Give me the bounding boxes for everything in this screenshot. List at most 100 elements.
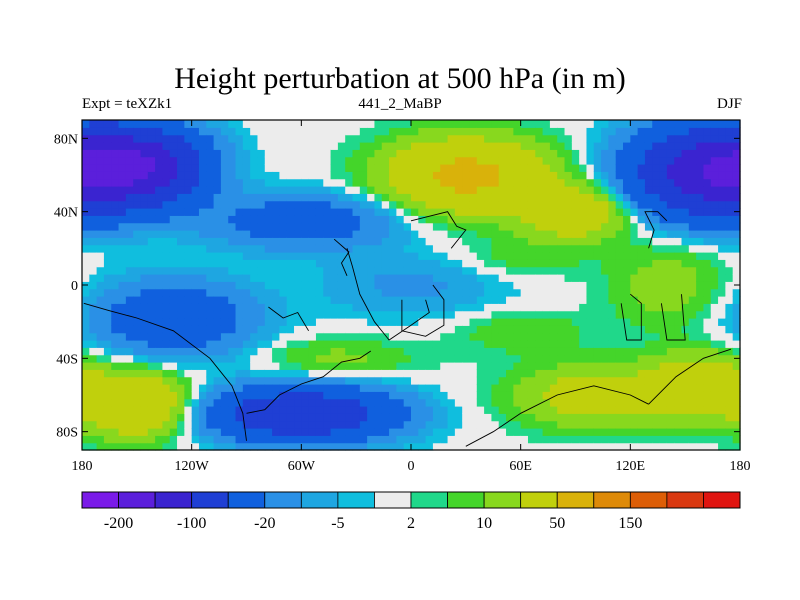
heatmap-cell [527, 193, 536, 202]
heatmap-cell [666, 149, 675, 158]
heatmap-cell [133, 222, 142, 231]
heatmap-cell [257, 149, 266, 158]
heatmap-cell [264, 230, 273, 238]
heatmap-cell [630, 340, 639, 348]
heatmap-cell [198, 149, 207, 158]
heatmap-cell [323, 252, 332, 260]
heatmap-cell [89, 435, 98, 444]
heatmap-cell [623, 149, 631, 158]
heatmap-cell [279, 244, 288, 253]
heatmap-cell [220, 178, 229, 187]
heatmap-cell [381, 171, 390, 180]
heatmap-cell [169, 354, 178, 363]
heatmap-cell [177, 230, 185, 238]
heatmap-cell [403, 340, 412, 348]
heatmap-cell [162, 347, 171, 356]
heatmap-cell [184, 208, 193, 216]
heatmap-cell [323, 406, 332, 414]
heatmap-cell [454, 420, 463, 429]
heatmap-cell [359, 354, 368, 363]
heatmap-cell [630, 237, 639, 246]
heatmap-cell [688, 193, 697, 202]
heatmap-cell [235, 435, 244, 444]
heatmap-cell [608, 266, 617, 275]
heatmap-cell [520, 266, 529, 275]
heatmap-cell [337, 134, 346, 143]
heatmap-cell [564, 252, 573, 260]
heatmap-cell [103, 428, 112, 436]
heatmap-cell [564, 200, 573, 209]
heatmap-cell [147, 310, 156, 319]
heatmap-cell [688, 428, 697, 436]
heatmap-cell [637, 178, 646, 187]
heatmap-cell [389, 259, 397, 268]
heatmap-cell [250, 296, 259, 304]
heatmap-cell [374, 318, 383, 326]
heatmap-cell [535, 384, 544, 392]
heatmap-cell [469, 237, 478, 246]
heatmap-cell [191, 288, 200, 297]
heatmap-cell [140, 376, 149, 385]
heatmap-cell [601, 325, 609, 334]
heatmap-cell [323, 318, 332, 326]
heatmap-cell [527, 296, 536, 304]
heatmap-cell [89, 259, 98, 268]
heatmap-cell [220, 296, 229, 304]
heatmap-cell [535, 318, 544, 326]
heatmap-cell [162, 376, 171, 385]
heatmap-cell [520, 230, 529, 238]
heatmap-cell [257, 208, 266, 216]
heatmap-cell [652, 354, 661, 363]
heatmap-cell [330, 127, 339, 136]
heatmap-cell [703, 142, 712, 150]
heatmap-cell [315, 428, 324, 436]
heatmap-cell [725, 310, 734, 319]
heatmap-cell [294, 391, 302, 400]
heatmap-cell [725, 325, 734, 334]
heatmap-cell [615, 347, 624, 356]
heatmap-cell [527, 435, 536, 444]
heatmap-cell [242, 237, 251, 246]
heatmap-cell [425, 310, 434, 319]
heatmap-cell [484, 193, 493, 202]
heatmap-cell [272, 142, 280, 150]
heatmap-cell [403, 193, 412, 202]
heatmap-cell [557, 332, 566, 341]
heatmap-cell [125, 391, 134, 400]
heatmap-cell [140, 156, 149, 165]
heatmap-cell [169, 120, 178, 128]
heatmap-cell [571, 391, 580, 400]
heatmap-cell [535, 193, 544, 202]
heatmap-cell [133, 362, 142, 370]
heatmap-cell [623, 193, 631, 202]
heatmap-cell [235, 259, 244, 268]
heatmap-cell [527, 244, 536, 253]
heatmap-cell [359, 413, 368, 422]
heatmap-cell [323, 384, 332, 392]
heatmap-cell [162, 288, 171, 297]
heatmap-cell [579, 274, 588, 282]
heatmap-cell [308, 391, 317, 400]
heatmap-cell [630, 391, 639, 400]
heatmap-cell [242, 134, 251, 143]
heatmap-cell [549, 120, 558, 128]
heatmap-cell [337, 428, 346, 436]
heatmap-cell [608, 244, 617, 253]
heatmap-cell [155, 362, 164, 370]
heatmap-cell [601, 391, 609, 400]
heatmap-cell [315, 391, 324, 400]
heatmap-cell [155, 200, 164, 209]
heatmap-cell [162, 420, 171, 429]
heatmap-cell [345, 120, 354, 128]
heatmap-cell [418, 164, 427, 172]
heatmap-cell [89, 193, 98, 202]
heatmap-cell [623, 347, 631, 356]
heatmap-cell [425, 318, 434, 326]
heatmap-cell [352, 288, 361, 297]
heatmap-cell [527, 310, 536, 319]
heatmap-cell [411, 178, 419, 187]
colorbar-swatch [666, 491, 704, 509]
heatmap-cell [228, 200, 237, 209]
heatmap-cell [111, 398, 120, 407]
heatmap-cell [206, 347, 215, 356]
